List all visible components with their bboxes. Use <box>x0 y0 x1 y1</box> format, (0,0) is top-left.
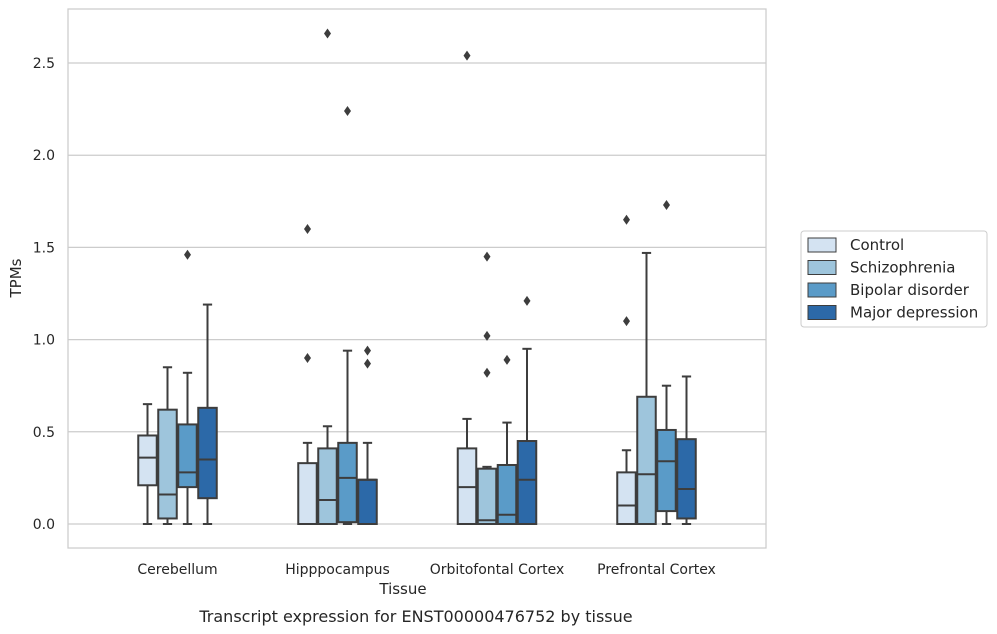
y-tick-label: 0.0 <box>33 517 55 533</box>
box-bipolar-disorder <box>337 105 358 525</box>
legend-label: Control <box>850 236 904 254</box>
box-body <box>137 434 158 487</box>
box-body <box>476 467 498 525</box>
outlier-point <box>523 295 531 306</box>
box-control <box>297 223 318 526</box>
box-bipolar-disorder <box>177 249 198 525</box>
outlier-point <box>344 105 351 116</box>
outlier-point <box>663 199 670 210</box>
legend-label: Schizophrenia <box>850 259 955 277</box>
y-tick-labels: 0.0 0.5 1.0 1.5 2.0 2.5 <box>33 56 55 533</box>
x-axis-label: Tissue <box>378 580 426 598</box>
box-body <box>357 478 378 525</box>
box-body <box>636 395 657 526</box>
outlier-point <box>324 28 331 39</box>
outlier-point <box>364 345 371 356</box>
legend-frame <box>800 230 988 328</box>
y-tick-label: 2.0 <box>33 148 55 164</box>
outlier-point <box>483 367 491 378</box>
outlier-point <box>623 214 630 225</box>
box-schizophrenia <box>476 251 498 525</box>
legend-swatch <box>807 305 837 320</box>
box-schizophrenia <box>157 366 178 525</box>
box-schizophrenia <box>317 28 338 525</box>
y-axis-label: TPMs <box>7 258 25 298</box>
outlier-point <box>304 223 311 234</box>
figure-caption: Transcript expression for ENST0000047675… <box>198 607 632 626</box>
box-body <box>177 423 198 489</box>
box-bipolar-disorder <box>496 354 518 526</box>
outlier-point <box>503 354 511 365</box>
outlier-point <box>184 249 191 260</box>
box-body <box>157 408 178 520</box>
box-body <box>676 438 697 520</box>
box-major-depression <box>357 345 378 525</box>
legend: Control Schizophrenia Bipolar disorder Majo… <box>800 230 988 328</box>
legend-label: Bipolar disorder <box>850 281 970 299</box>
boxes <box>137 28 697 526</box>
box-bipolar-disorder <box>656 199 677 525</box>
x-tick-label: Cerebellum <box>137 562 217 578</box>
outlier-point <box>623 316 630 327</box>
outlier-point <box>304 353 311 364</box>
box-major-depression <box>197 303 218 525</box>
plot-frame <box>67 8 767 549</box>
outlier-point <box>483 330 491 341</box>
box-body <box>496 463 518 526</box>
outlier-point <box>364 358 371 369</box>
y-tick-label: 0.5 <box>33 425 55 441</box>
box-body <box>297 462 318 526</box>
box-control <box>456 50 478 525</box>
legend-swatch <box>807 237 837 253</box>
legend-swatch <box>807 282 837 298</box>
box-body <box>516 440 538 525</box>
y-tick-label: 1.0 <box>33 333 55 349</box>
x-tick-label: Hipppocampus <box>285 562 390 578</box>
x-tick-label: Orbitofontal Cortex <box>430 562 565 578</box>
box-control <box>616 214 637 526</box>
box-body <box>197 406 218 500</box>
box-body <box>337 441 358 524</box>
box-major-depression <box>516 295 538 525</box>
y-tick-label: 2.5 <box>33 56 55 72</box>
box-body <box>656 428 677 513</box>
legend-label: Major depression <box>850 304 978 322</box>
box-control <box>137 403 158 525</box>
x-tick-labels: Cerebellum Hipppocampus Orbitofontal Corte… <box>137 562 715 578</box>
box-schizophrenia <box>636 251 657 526</box>
box-body <box>317 447 338 525</box>
outlier-point <box>483 251 491 262</box>
box-major-depression <box>676 375 697 525</box>
x-tick-label: Prefrontal Cortex <box>597 562 716 578</box>
box-body <box>616 471 637 526</box>
outlier-point <box>463 50 471 61</box>
y-tick-label: 1.5 <box>33 240 55 256</box>
legend-swatch <box>807 260 837 275</box>
